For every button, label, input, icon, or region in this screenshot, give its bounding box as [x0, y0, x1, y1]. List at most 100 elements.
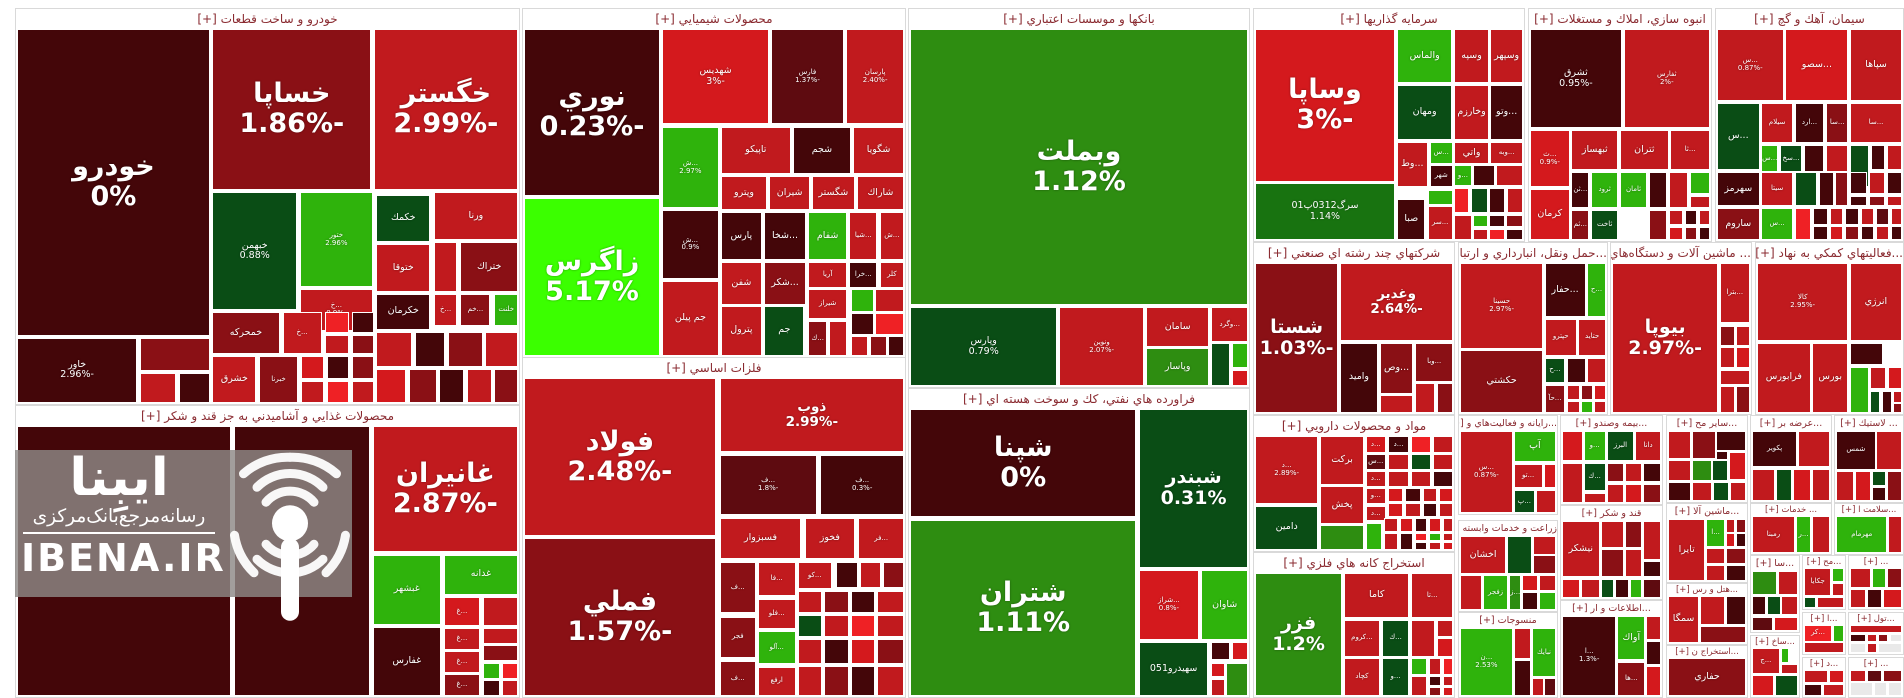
tile-unnamed[interactable]	[1878, 633, 1889, 643]
tile-unnamed[interactable]	[351, 334, 374, 354]
tile-unnamed[interactable]	[1646, 665, 1661, 696]
tile-نيشكر[interactable]: نيشكر	[1562, 521, 1600, 578]
tile-unnamed[interactable]	[1226, 662, 1248, 696]
tile-unnamed[interactable]	[1736, 326, 1750, 346]
tile-unnamed[interactable]	[1798, 431, 1830, 468]
tile-...و[interactable]: ...و	[1583, 431, 1606, 462]
tile-حفاري[interactable]: حفاري	[1668, 658, 1746, 696]
sector-header-power[interactable]: ...عرضه بر [+]	[1751, 416, 1831, 431]
tile-unnamed[interactable]	[179, 373, 211, 403]
tile-unnamed[interactable]	[1625, 462, 1643, 483]
tile-ثتران[interactable]: ثتران	[1620, 130, 1669, 171]
tile-unnamed[interactable]	[1699, 227, 1710, 240]
tile-unnamed[interactable]	[797, 665, 823, 696]
tile-غبشهر[interactable]: غبشهر	[372, 554, 441, 625]
tile-unnamed[interactable]	[1583, 492, 1606, 503]
tile-unnamed[interactable]	[1829, 226, 1843, 240]
tile-unnamed[interactable]	[1893, 403, 1902, 413]
tile-unnamed[interactable]	[1706, 565, 1725, 581]
tile-unnamed[interactable]	[376, 369, 407, 403]
tile-unnamed[interactable]	[501, 679, 518, 696]
tile-پكوير[interactable]: پكوير	[1752, 431, 1798, 468]
tile-...و[interactable]: ...و	[1365, 488, 1386, 505]
tile-unnamed[interactable]	[1735, 518, 1746, 533]
tile-خشرق[interactable]: خشرق	[212, 355, 257, 403]
tile-unnamed[interactable]	[1893, 390, 1902, 403]
tile-unnamed[interactable]	[1566, 384, 1580, 400]
tile-unnamed[interactable]	[1729, 482, 1746, 501]
tile-unnamed[interactable]	[877, 665, 904, 696]
tile-unnamed[interactable]	[1211, 343, 1231, 386]
tile-unnamed[interactable]	[482, 645, 518, 662]
tile-unnamed[interactable]	[1706, 548, 1725, 565]
tile-unnamed[interactable]	[1692, 460, 1712, 482]
tile-زفجر[interactable]: زفجر	[1483, 575, 1508, 610]
tile-unnamed[interactable]	[1668, 482, 1692, 501]
tile-unnamed[interactable]	[1876, 208, 1890, 226]
tile-unnamed[interactable]	[1668, 210, 1683, 226]
tile-unnamed[interactable]	[1866, 633, 1878, 643]
tile-خاور[interactable]: خاور -2.96%	[17, 337, 138, 403]
tile-unnamed[interactable]	[1443, 687, 1453, 696]
tile-unnamed[interactable]	[1411, 657, 1428, 676]
tile-unnamed[interactable]	[1405, 488, 1422, 503]
tile-unnamed[interactable]	[1699, 596, 1725, 626]
tile-...وگرد[interactable]: ...وگرد	[1211, 307, 1248, 342]
tile-unnamed[interactable]	[1866, 588, 1883, 608]
sector-header-computer[interactable]: ...رايانه و فعاليت‌هاي و [+]	[1459, 416, 1557, 431]
tile-...غ[interactable]: ...غ	[443, 651, 480, 674]
tile-...فلو[interactable]: ...فلو	[757, 598, 796, 629]
tile-unnamed[interactable]	[485, 331, 518, 368]
tile-...حآ[interactable]: ...حآ	[1544, 384, 1566, 413]
tile-unnamed[interactable]	[877, 638, 904, 665]
tile-وسپه[interactable]: وسپه	[1454, 28, 1489, 84]
tile-ساروم[interactable]: ساروم	[1717, 208, 1760, 240]
tile-unnamed[interactable]	[1648, 172, 1667, 209]
tile-unnamed[interactable]	[1850, 195, 1867, 207]
tile-...وص[interactable]: ...وص	[1379, 342, 1414, 394]
tile-unnamed[interactable]	[1725, 518, 1736, 533]
tile-unnamed[interactable]	[1489, 228, 1505, 240]
tile-unnamed[interactable]	[376, 331, 413, 368]
tile-unnamed[interactable]	[1728, 452, 1746, 480]
tile-unnamed[interactable]	[1210, 662, 1225, 678]
tile-unnamed[interactable]	[1643, 462, 1661, 483]
tile-...تو[interactable]: ...تو	[1513, 463, 1543, 489]
tile-خبرنا[interactable]: خبرنا	[259, 355, 298, 403]
tile-unnamed[interactable]	[797, 614, 823, 638]
sector-header-health[interactable]: ...سلامت ا [+]	[1835, 503, 1903, 516]
tile-unnamed[interactable]	[1399, 518, 1414, 532]
tile-unnamed[interactable]	[797, 591, 823, 614]
tile-unnamed[interactable]	[1615, 578, 1630, 598]
tile-كاما[interactable]: كاما	[1344, 572, 1410, 619]
tile-ومهان[interactable]: ومهان	[1397, 85, 1453, 141]
tile-آواك[interactable]: آواك	[1617, 616, 1646, 660]
tile-unnamed[interactable]	[1813, 226, 1828, 240]
tile-...س[interactable]: ...س	[1429, 142, 1453, 165]
tile-شستا[interactable]: شستا -1.03%	[1255, 263, 1339, 413]
sector-header-transport[interactable]: ...حمل ونقل، انبارداري و ارتباطا [+]	[1459, 243, 1607, 263]
tile-unnamed[interactable]	[1399, 532, 1414, 550]
tile-خساپا[interactable]: خساپا -1.86%	[212, 28, 372, 190]
tile-unnamed[interactable]	[300, 381, 324, 403]
tile-دامين[interactable]: دامين	[1255, 505, 1319, 550]
tile-unnamed[interactable]	[1423, 488, 1438, 503]
tile-فملي[interactable]: فملي -1.57%	[524, 538, 716, 696]
tile-unnamed[interactable]	[875, 313, 904, 335]
tile-unnamed[interactable]	[439, 369, 465, 403]
sector-header-oilextraction[interactable]: ...استخراج ن [+]	[1667, 646, 1747, 658]
tile-پارس[interactable]: پارس	[720, 212, 762, 260]
tile-unnamed[interactable]	[1433, 454, 1453, 471]
sector-header-machinery[interactable]: ... ماشين آلات و دستگاه‌هاي [+]	[1611, 243, 1751, 263]
tile-unnamed[interactable]	[1719, 326, 1735, 346]
tile-...ن[interactable]: ...ن 2.53%	[1460, 628, 1513, 696]
tile-unnamed[interactable]	[1411, 471, 1432, 488]
tile-unnamed[interactable]	[1443, 518, 1453, 532]
tile-unnamed[interactable]	[1887, 195, 1902, 207]
tile-unnamed[interactable]	[1836, 470, 1855, 501]
tile-وپارس[interactable]: وپارس 0.79%	[910, 307, 1058, 386]
tile-unnamed[interactable]	[1890, 208, 1902, 226]
sector-header-info[interactable]: ...اطلاعات و ار [+]	[1561, 601, 1662, 616]
tile-unnamed[interactable]	[1365, 522, 1382, 550]
tile-والماس[interactable]: والماس	[1397, 28, 1453, 84]
